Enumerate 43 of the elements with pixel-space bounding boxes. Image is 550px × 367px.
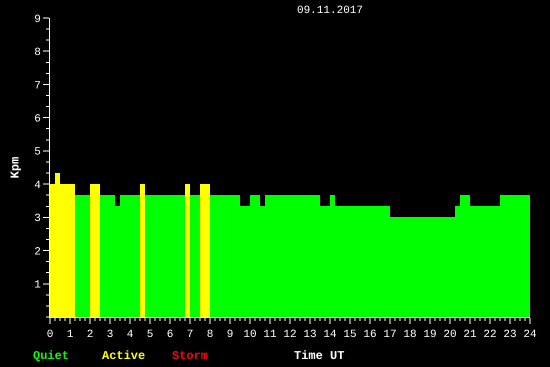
x-tick-label: 22: [483, 329, 497, 342]
y-tick-label: 7: [34, 80, 41, 92]
y-tick-label: 3: [34, 213, 41, 226]
x-tick-label: 5: [146, 329, 154, 342]
x-tick-label: 11: [263, 329, 277, 342]
x-tick-label: 0: [46, 329, 54, 342]
y-tick-label: 6: [34, 114, 41, 126]
text: Active: [102, 349, 146, 363]
x-tick-label: 8: [206, 329, 214, 342]
x-tick-label: 19: [423, 329, 437, 342]
y-tick-label: 8: [34, 47, 41, 60]
x-tick-label: 3: [106, 329, 114, 342]
x-tick-label: 10: [243, 329, 257, 342]
x-tick-label: 9: [226, 329, 234, 342]
bar: [75, 195, 90, 317]
x-tick-label: 13: [303, 329, 317, 342]
x-tick-label: 18: [403, 329, 417, 342]
legend-label: Storm: [172, 349, 208, 363]
x-tick-label: 4: [126, 329, 134, 342]
x-tick-label: 12: [283, 329, 297, 342]
y-tick-label: 2: [34, 246, 41, 258]
chart-title: 09.11.2017: [296, 5, 364, 18]
x-tick-label: 23: [503, 329, 517, 342]
x-tick-label: 7: [186, 329, 194, 342]
x-tick-label: 16: [363, 329, 377, 342]
x-tick-label: 2: [86, 329, 94, 342]
text: Quiet: [33, 349, 70, 363]
y-tick-label: 4: [34, 180, 42, 192]
x-tick-label: 20: [443, 329, 457, 342]
x-tick-label: 21: [463, 329, 477, 342]
y-axis-title: Kpm: [8, 156, 22, 178]
bar: [140, 184, 145, 317]
y-tick-label: 5: [34, 146, 41, 159]
bar: [185, 184, 190, 317]
x-axis-title: Time UT: [294, 349, 344, 363]
x-tick-label: 24: [523, 329, 537, 342]
y-tick-label: 9: [34, 14, 41, 26]
x-tick-label: 17: [383, 329, 397, 342]
x-tick-label: 15: [343, 329, 357, 342]
x-tick-label: 6: [166, 329, 174, 342]
x-tick-label: 1: [66, 329, 74, 342]
x-tick-label: 14: [323, 329, 337, 342]
y-tick-label: 1: [34, 280, 42, 292]
